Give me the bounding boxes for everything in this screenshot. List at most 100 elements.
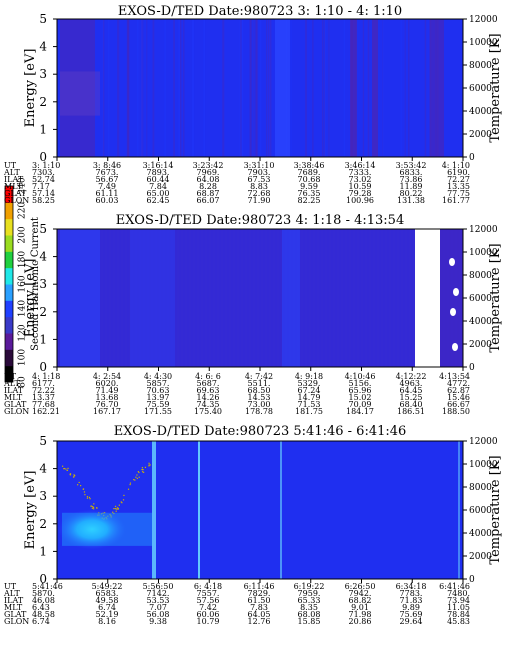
y-right-tick-label: 8000 — [469, 61, 492, 71]
table-cell: 29.64 — [400, 617, 423, 626]
speckle — [121, 502, 123, 504]
y-axis-label: Energy [eV] — [23, 259, 38, 338]
table-cell: 4772. — [447, 379, 470, 388]
spectrogram-band — [182, 19, 185, 157]
spectrogram-band — [126, 19, 129, 157]
colorbar-tick-label: 100 — [18, 349, 28, 366]
table-cell: 15.25 — [400, 393, 423, 402]
speckle — [117, 508, 119, 510]
table-cell: 7673. — [96, 168, 119, 177]
spectrogram-band — [255, 19, 257, 157]
table-cell: 74.35 — [197, 400, 220, 409]
table-cell: 71.90 — [248, 196, 271, 205]
y-tick-label: 5 — [39, 222, 47, 236]
speckle — [96, 507, 98, 509]
y-tick-label: 4 — [39, 40, 47, 54]
table-row-label: MLT — [4, 393, 23, 402]
table-cell: 56.08 — [147, 610, 170, 619]
table-cell: 6.74 — [32, 617, 50, 626]
spectrogram-band — [400, 19, 402, 157]
colorbar-segment — [5, 202, 13, 220]
table-cell: 5329. — [298, 379, 321, 388]
table-cell: 5156. — [349, 379, 372, 388]
table-cell: 3:53:42 — [396, 161, 427, 170]
table-cell: 9.01 — [351, 603, 369, 612]
spectrogram-band — [280, 441, 282, 579]
table-row-label: GLAT — [4, 189, 27, 198]
colorbar-segment — [5, 316, 13, 334]
speckle — [63, 468, 65, 470]
y-tick-label: 3 — [39, 489, 47, 503]
spectrogram-band — [424, 19, 427, 157]
speckle — [122, 499, 125, 501]
colorbar-tick-label: 120 — [18, 324, 28, 341]
table-cell: 4:12:22 — [396, 372, 427, 381]
speckle — [91, 507, 93, 509]
table-cell: 8.16 — [98, 617, 116, 626]
y-right-tick-label: 10000 — [469, 38, 498, 48]
spectrogram-band — [269, 19, 272, 157]
panel-title: EXOS-D/TED Date:980723 5:41:46 - 6:41:46 — [114, 424, 407, 439]
colorbar-tick-label: 200 — [18, 226, 28, 243]
table-cell: 7142. — [147, 589, 170, 598]
y-right-tick-label: 10000 — [469, 248, 498, 258]
y-right-tick-label: 2000 — [469, 340, 492, 350]
table-cell: 6:19:22 — [294, 582, 325, 591]
table-cell: 100.96 — [346, 196, 374, 205]
table-cell: 20.86 — [349, 617, 372, 626]
table-cell: 6177. — [32, 379, 55, 388]
table-cell: 7829. — [248, 589, 271, 598]
y-right-axis-label: Temperature [K] — [488, 33, 503, 142]
table-cell: 13.35 — [447, 182, 470, 191]
table-cell: 15.85 — [298, 617, 321, 626]
table-cell: 7942. — [349, 589, 372, 598]
y-right-tick-label: 0 — [469, 153, 475, 163]
table-cell: 56.67 — [96, 175, 119, 184]
spectrogram-band — [241, 19, 244, 157]
colorbar-label: Second Harmonic Current — [30, 217, 41, 351]
y-right-axis-label: Temperature [K] — [488, 243, 503, 352]
table-cell: 167.17 — [93, 407, 121, 416]
table-cell: 7783. — [400, 589, 423, 598]
speckle — [141, 467, 144, 469]
table-cell: 5857. — [147, 379, 170, 388]
spectrogram-band — [128, 19, 130, 157]
table-cell: 61.11 — [96, 189, 119, 198]
table-cell: 6833. — [400, 168, 423, 177]
spectrogram-band — [458, 441, 460, 579]
y-right-tick-label: 4000 — [469, 317, 492, 327]
table-cell: 4:13:54 — [439, 372, 470, 381]
spectrogram-band — [152, 19, 155, 157]
speckle — [144, 466, 147, 468]
core-band — [62, 512, 152, 546]
table-cell: 73.86 — [400, 175, 423, 184]
spectrogram-band — [239, 19, 242, 157]
y-right-tick-label: 6000 — [469, 84, 492, 94]
table-row-label: ALT — [3, 379, 20, 388]
speckle — [66, 469, 68, 471]
table-cell: 6.74 — [98, 603, 116, 612]
y-right-tick-label: 2000 — [469, 552, 492, 562]
spectrogram-background — [57, 441, 463, 579]
table-cell: 73.94 — [447, 596, 470, 605]
table-cell: 7333. — [349, 168, 372, 177]
spectrogram-band — [312, 19, 314, 157]
table-cell: 175.40 — [194, 407, 222, 416]
panel-title: EXOS-D/TED Date:980723 3: 1:10 - 4: 1:10 — [118, 4, 402, 19]
speckle — [90, 505, 93, 507]
spectrogram-band — [372, 19, 378, 157]
spectrogram-band — [321, 19, 324, 157]
y-tick-label: 1 — [39, 332, 47, 346]
table-cell: 49.58 — [96, 596, 119, 605]
speckle — [86, 496, 89, 498]
speckle — [82, 488, 84, 490]
table-cell: 11.05 — [447, 603, 470, 612]
y-tick-label: 1 — [39, 122, 47, 136]
speckle — [141, 471, 144, 473]
table-cell: 3:38:46 — [294, 161, 325, 170]
spectrogram-band — [102, 19, 105, 157]
spectrogram-band — [222, 19, 225, 157]
y-right-tick-label: 2000 — [469, 130, 492, 140]
table-cell: 8.83 — [250, 182, 268, 191]
table-cell: 71.83 — [400, 596, 423, 605]
